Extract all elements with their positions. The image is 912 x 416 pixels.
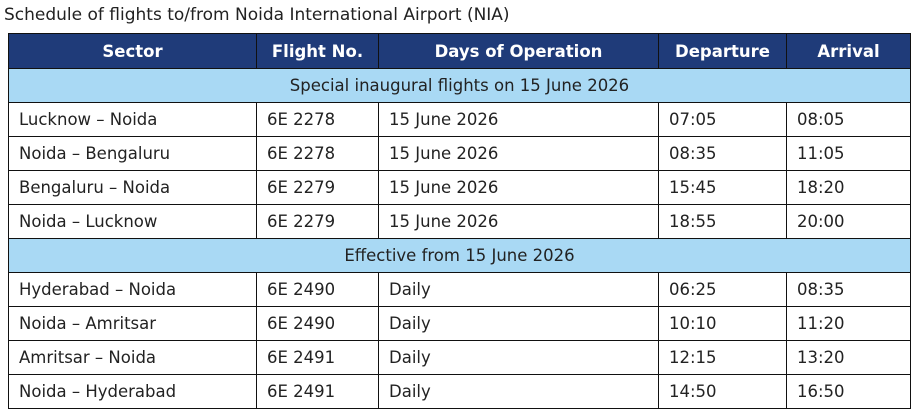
cell: 6E 2490	[256, 272, 379, 307]
cell: 15 June 2026	[378, 136, 659, 171]
flight-row: Lucknow – Noida 6E 2278 15 June 2026 07:05 0…	[8, 102, 911, 137]
cell: 08:35	[786, 272, 911, 307]
section-row: Effective from 15 June 2026	[8, 238, 911, 273]
flight-row: Noida – Bengaluru 6E 2278 15 June 2026 08:3…	[8, 136, 911, 171]
cell: 10:10	[658, 306, 787, 341]
page-title: Schedule of flights to/from Noida Intern…	[4, 5, 510, 25]
section-heading: Effective from 15 June 2026	[8, 238, 911, 273]
cell: Daily	[378, 306, 659, 341]
cell: Hyderabad – Noida	[8, 272, 257, 307]
flight-row: Noida – Hyderabad 6E 2491 Daily 14:50 16:50	[8, 374, 911, 409]
cell: Lucknow – Noida	[8, 102, 257, 137]
cell: 15 June 2026	[378, 102, 659, 137]
cell: 11:05	[786, 136, 911, 171]
column-header: Sector	[8, 33, 257, 69]
cell: 6E 2491	[256, 374, 379, 409]
flight-row: Hyderabad – Noida 6E 2490 Daily 06:25 08:35	[8, 272, 911, 307]
cell: 16:50	[786, 374, 911, 409]
flight-row: Amritsar – Noida 6E 2491 Daily 12:15 13:20	[8, 340, 911, 375]
cell: 12:15	[658, 340, 787, 375]
cell: 15 June 2026	[378, 204, 659, 239]
schedule-table: Sector Flight No. Days of Operation Departu…	[8, 33, 911, 409]
flight-row: Noida – Amritsar 6E 2490 Daily 10:10 11:20	[8, 306, 911, 341]
column-header: Departure	[658, 33, 787, 69]
cell: Daily	[378, 374, 659, 409]
cell: 15:45	[658, 170, 787, 205]
cell: 6E 2278	[256, 102, 379, 137]
column-header: Flight No.	[256, 33, 379, 69]
cell: Noida – Bengaluru	[8, 136, 257, 171]
cell: Noida – Lucknow	[8, 204, 257, 239]
cell: Noida – Hyderabad	[8, 374, 257, 409]
cell: Daily	[378, 340, 659, 375]
cell: 15 June 2026	[378, 170, 659, 205]
cell: Noida – Amritsar	[8, 306, 257, 341]
cell: Daily	[378, 272, 659, 307]
cell: 06:25	[658, 272, 787, 307]
section-heading: Special inaugural flights on 15 June 202…	[8, 68, 911, 103]
cell: 6E 2278	[256, 136, 379, 171]
cell: Amritsar – Noida	[8, 340, 257, 375]
cell: 20:00	[786, 204, 911, 239]
cell: 18:20	[786, 170, 911, 205]
cell: Bengaluru – Noida	[8, 170, 257, 205]
cell: 13:20	[786, 340, 911, 375]
cell: 08:35	[658, 136, 787, 171]
flight-row: Bengaluru – Noida 6E 2279 15 June 2026 15:4…	[8, 170, 911, 205]
header-row: Sector Flight No. Days of Operation Departu…	[8, 33, 911, 69]
section-row: Special inaugural flights on 15 June 202…	[8, 68, 911, 103]
table-body: Special inaugural flights on 15 June 202…	[8, 68, 911, 409]
cell: 6E 2490	[256, 306, 379, 341]
cell: 08:05	[786, 102, 911, 137]
cell: 6E 2279	[256, 170, 379, 205]
cell: 14:50	[658, 374, 787, 409]
cell: 6E 2491	[256, 340, 379, 375]
cell: 11:20	[786, 306, 911, 341]
column-header: Arrival	[786, 33, 911, 69]
column-header: Days of Operation	[378, 33, 659, 69]
cell: 6E 2279	[256, 204, 379, 239]
cell: 18:55	[658, 204, 787, 239]
flight-row: Noida – Lucknow 6E 2279 15 June 2026 18:55 2…	[8, 204, 911, 239]
cell: 07:05	[658, 102, 787, 137]
